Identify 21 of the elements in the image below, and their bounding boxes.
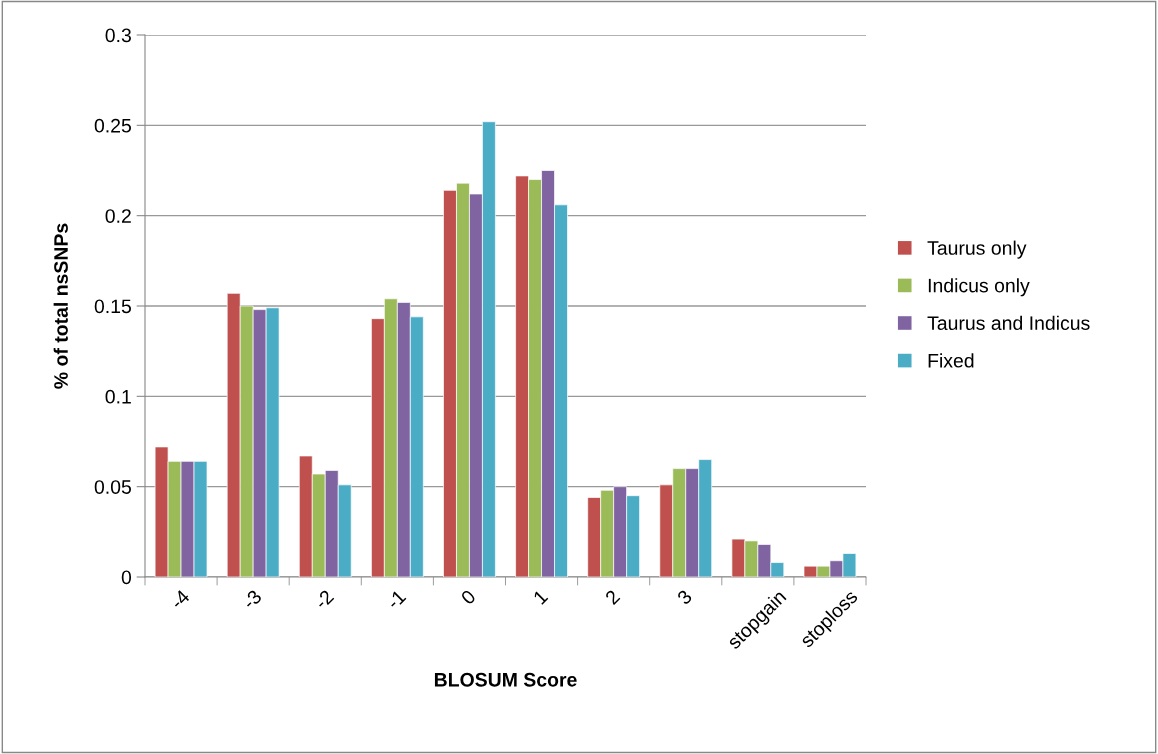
y-tick-label: 0.25 bbox=[94, 118, 131, 133]
x-axis-title: BLOSUM Score bbox=[434, 672, 577, 687]
x-tick-label: 1 bbox=[532, 589, 549, 605]
legend-label: Taurus and Indicus bbox=[927, 315, 1090, 330]
x-tick-label: -2 bbox=[313, 589, 335, 610]
y-tick-label: 0 bbox=[121, 570, 132, 585]
legend-label: Indicus only bbox=[928, 278, 1030, 297]
y-tick-label: 0.3 bbox=[105, 28, 131, 43]
x-tick-label: -3 bbox=[241, 589, 263, 610]
y-tick-label: 0.2 bbox=[105, 209, 131, 223]
x-tick-label: 3 bbox=[676, 589, 693, 606]
y-axis-title: % of total nsSNPs bbox=[53, 223, 68, 389]
y-tick-label: 0.15 bbox=[94, 299, 131, 314]
x-tick-label: 2 bbox=[604, 589, 621, 606]
legend-label: Taurus only bbox=[927, 240, 1027, 259]
x-tick-label: -4 bbox=[169, 589, 191, 610]
y-tick-label: 0.1 bbox=[105, 389, 131, 404]
x-tick-label: -1 bbox=[385, 589, 407, 610]
y-tick-label: 0.05 bbox=[94, 480, 131, 494]
x-tick-label: 0 bbox=[460, 589, 477, 606]
legend-label: Fixed bbox=[928, 353, 974, 368]
